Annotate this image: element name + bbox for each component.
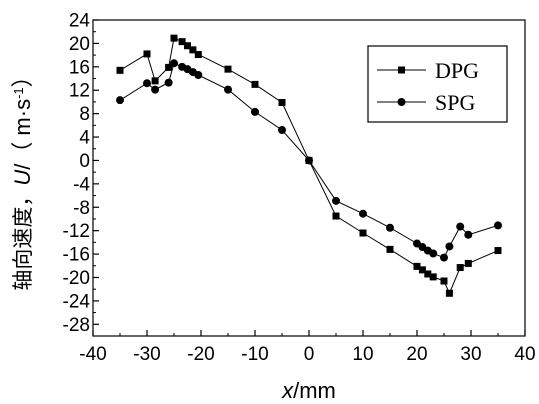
data-point-spg <box>359 209 367 218</box>
y-tick-label: 12 <box>69 81 90 102</box>
data-point-spg <box>429 249 438 258</box>
data-point-dpg <box>413 262 421 270</box>
y-tick-label: -8 <box>73 198 90 219</box>
data-point-spg <box>456 222 465 231</box>
data-point-dpg <box>178 38 186 46</box>
y-tick-label: 24 <box>69 11 91 32</box>
y-tick-label: -4 <box>73 174 90 195</box>
x-tick-label: -10 <box>241 344 268 365</box>
legend-entry-spg: SPG <box>377 90 475 115</box>
legend-marker-dpg <box>398 66 405 74</box>
y-tick-label: 0 <box>79 151 90 172</box>
y-tick-label: -28 <box>63 315 90 336</box>
legend-entry-dpg: DPG <box>377 58 479 83</box>
y-tick-label: -12 <box>63 221 90 242</box>
data-point-spg <box>278 126 286 135</box>
x-tick-label: 0 <box>304 344 315 365</box>
y-tick-label: 16 <box>69 57 90 78</box>
data-point-dpg <box>170 34 178 42</box>
y-axis-title: 轴向速度，U/（ m·s-1） <box>10 65 35 290</box>
data-point-spg <box>445 242 454 251</box>
x-tick-label: -20 <box>187 344 214 365</box>
data-point-dpg <box>359 229 367 237</box>
data-point-dpg <box>445 289 453 297</box>
data-point-dpg <box>184 42 191 50</box>
x-tick-label: 10 <box>352 344 373 365</box>
data-point-dpg <box>418 266 426 274</box>
legend-label-spg: SPG <box>435 90 475 115</box>
data-point-spg <box>224 85 232 94</box>
y-tick-label: -20 <box>63 268 90 289</box>
legend: DPG SPG <box>367 45 508 123</box>
x-axis-ticks: -40 -30 -20 -10 0 10 20 30 40 <box>79 330 536 365</box>
data-point-spg <box>170 59 178 68</box>
legend-label-dpg: DPG <box>435 58 479 83</box>
data-point-dpg <box>456 264 464 272</box>
legend-marker-spg <box>397 98 406 106</box>
data-point-spg <box>251 107 259 116</box>
data-point-dpg <box>151 77 159 85</box>
data-point-spg <box>464 230 473 239</box>
data-point-dpg <box>194 51 202 59</box>
data-point-spg <box>332 196 340 205</box>
y-tick-label: 4 <box>79 128 90 149</box>
legend-box <box>367 45 508 123</box>
data-point-dpg <box>116 66 124 74</box>
data-point-dpg <box>332 212 340 220</box>
data-point-spg <box>151 85 160 94</box>
x-axis-title: x/mm <box>281 378 336 403</box>
y-tick-label: -24 <box>63 291 91 312</box>
data-point-dpg <box>189 46 197 54</box>
data-point-dpg <box>440 277 448 285</box>
data-point-dpg <box>165 63 173 71</box>
data-point-spg <box>440 253 448 262</box>
x-tick-label: 30 <box>460 344 481 365</box>
data-point-spg <box>305 156 313 165</box>
data-point-spg <box>386 223 394 232</box>
data-point-dpg <box>251 80 259 88</box>
data-point-dpg <box>494 247 502 255</box>
data-point-spg <box>116 96 124 105</box>
data-point-dpg <box>464 259 472 267</box>
x-tick-label: 20 <box>406 344 427 365</box>
data-point-dpg <box>224 65 232 73</box>
series-layer <box>116 34 502 297</box>
data-point-spg <box>164 78 173 87</box>
x-tick-label: 40 <box>514 344 535 365</box>
data-point-dpg <box>386 245 394 253</box>
data-point-dpg <box>429 273 437 281</box>
data-point-spg <box>143 79 151 88</box>
data-point-dpg <box>143 50 151 58</box>
y-tick-label: 20 <box>69 34 90 55</box>
x-tick-label: -30 <box>133 344 160 365</box>
data-point-dpg <box>424 270 432 278</box>
data-point-spg <box>494 221 502 230</box>
y-tick-label: -16 <box>63 245 90 266</box>
data-point-spg <box>194 71 203 80</box>
y-tick-label: 8 <box>79 104 90 125</box>
data-point-dpg <box>278 99 286 107</box>
x-tick-label: -40 <box>79 344 106 365</box>
